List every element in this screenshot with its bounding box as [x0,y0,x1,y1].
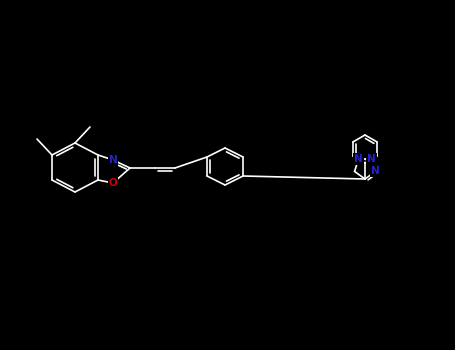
Text: N: N [354,154,363,164]
Text: N: N [367,154,376,164]
Text: N: N [371,166,380,176]
Text: N: N [109,155,117,165]
Text: O: O [109,178,117,188]
